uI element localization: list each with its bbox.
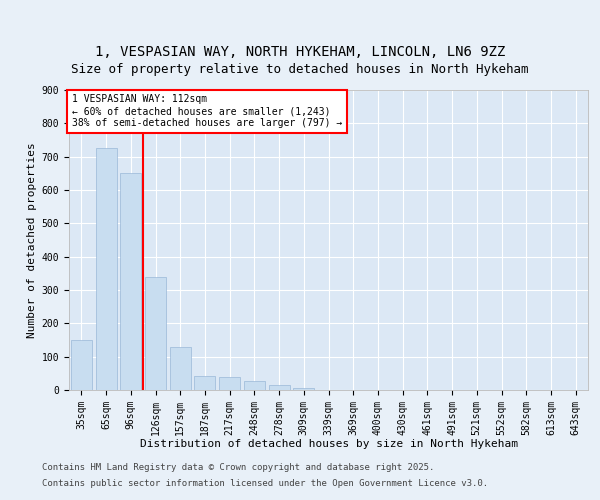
Bar xyxy=(219,378,240,390)
Bar xyxy=(145,276,166,390)
Text: Contains public sector information licensed under the Open Government Licence v3: Contains public sector information licen… xyxy=(42,478,488,488)
Bar xyxy=(269,386,290,390)
X-axis label: Distribution of detached houses by size in North Hykeham: Distribution of detached houses by size … xyxy=(139,439,517,449)
Text: Contains HM Land Registry data © Crown copyright and database right 2025.: Contains HM Land Registry data © Crown c… xyxy=(42,464,434,472)
Bar xyxy=(293,388,314,390)
Bar xyxy=(194,376,215,390)
Y-axis label: Number of detached properties: Number of detached properties xyxy=(28,142,37,338)
Bar xyxy=(71,340,92,390)
Text: Size of property relative to detached houses in North Hykeham: Size of property relative to detached ho… xyxy=(71,62,529,76)
Text: 1 VESPASIAN WAY: 112sqm
← 60% of detached houses are smaller (1,243)
38% of semi: 1 VESPASIAN WAY: 112sqm ← 60% of detache… xyxy=(71,94,342,128)
Bar xyxy=(120,174,141,390)
Bar xyxy=(170,348,191,390)
Bar xyxy=(95,148,116,390)
Bar xyxy=(244,380,265,390)
Text: 1, VESPASIAN WAY, NORTH HYKEHAM, LINCOLN, LN6 9ZZ: 1, VESPASIAN WAY, NORTH HYKEHAM, LINCOLN… xyxy=(95,46,505,60)
